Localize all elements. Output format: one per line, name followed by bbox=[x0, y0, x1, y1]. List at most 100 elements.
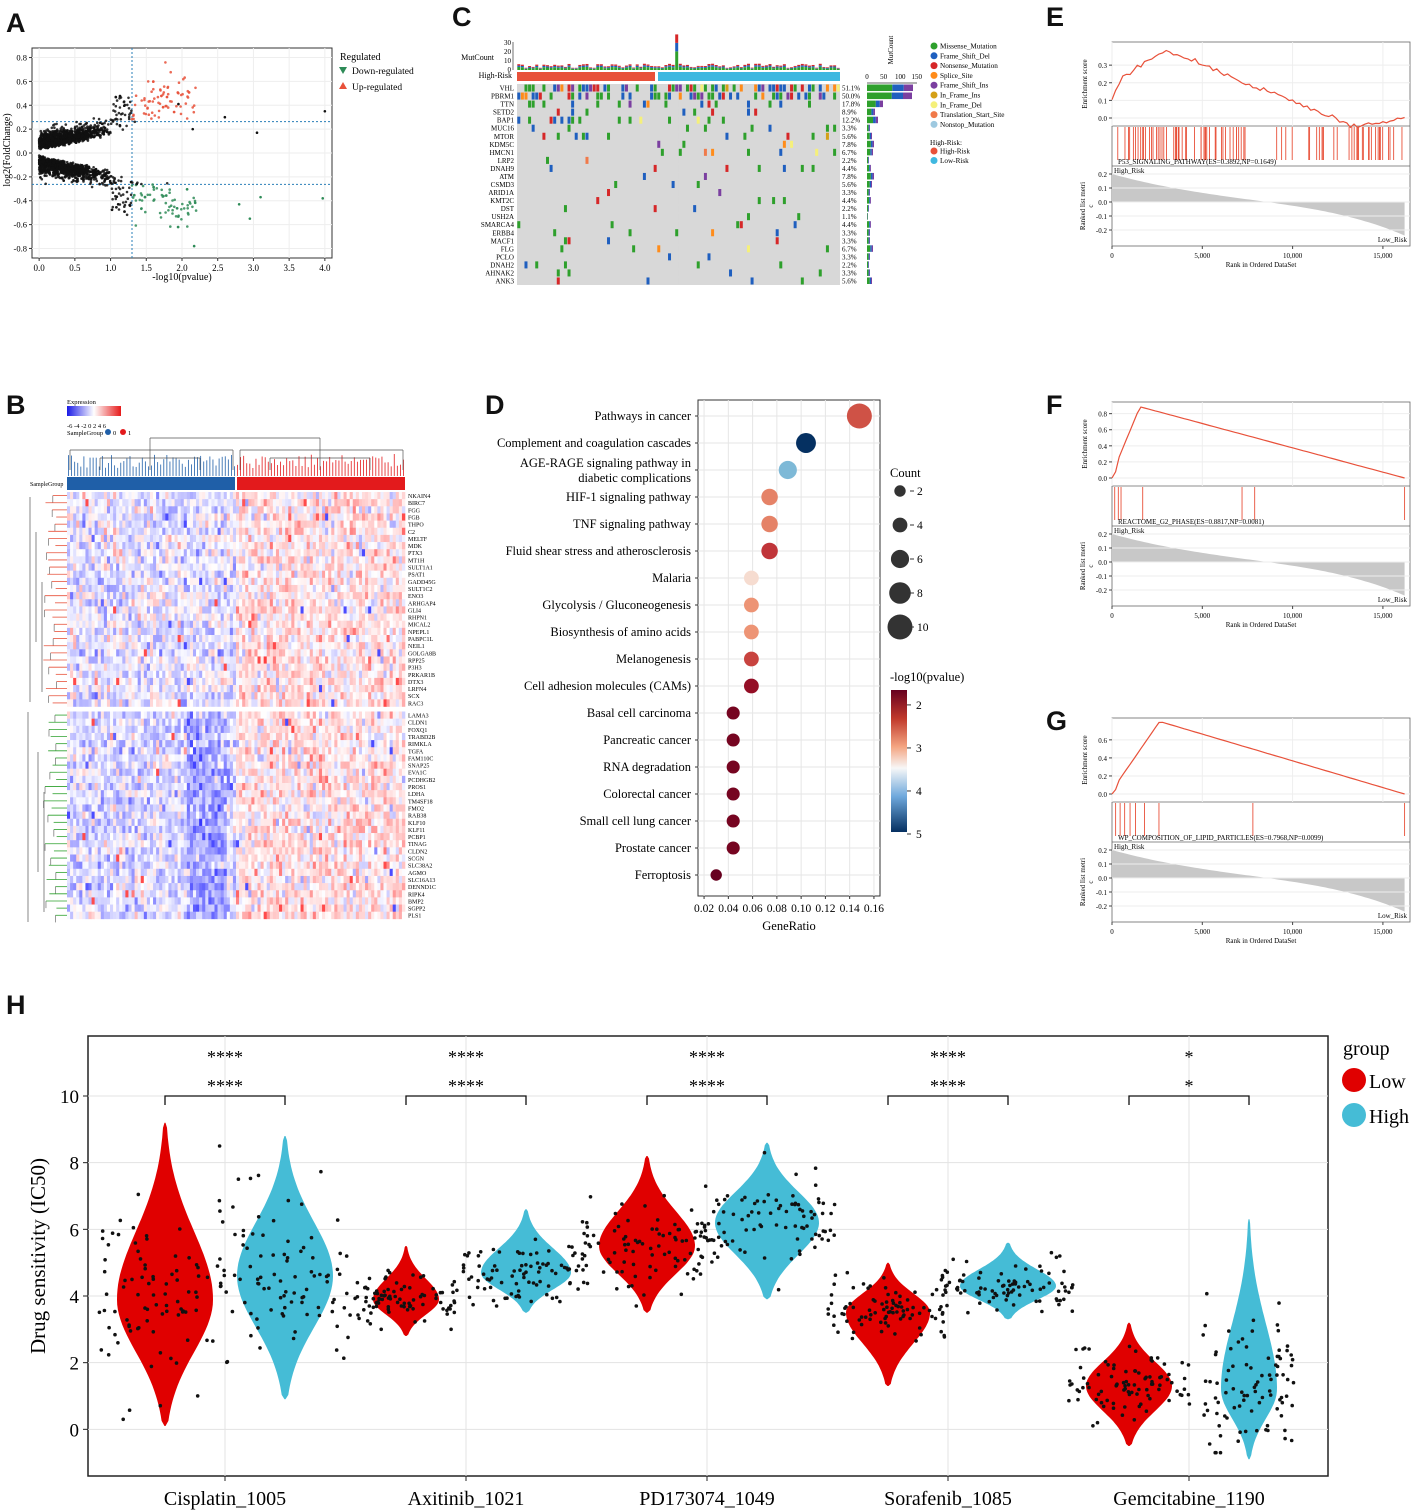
onco-cell bbox=[538, 172, 542, 180]
onco-cell bbox=[668, 221, 672, 229]
volcano-point bbox=[67, 142, 71, 146]
onco-cell bbox=[696, 164, 700, 172]
onco-cell bbox=[797, 180, 801, 189]
onco-cell bbox=[632, 213, 636, 221]
onco-cell bbox=[668, 132, 672, 140]
onco-cell bbox=[535, 180, 539, 189]
onco-cell bbox=[689, 164, 693, 172]
onco-cell bbox=[535, 164, 539, 172]
volcano-point bbox=[169, 225, 172, 228]
onco-cell bbox=[808, 116, 811, 124]
onco-cell bbox=[546, 164, 549, 172]
onco-cell bbox=[542, 116, 546, 124]
onco-cell bbox=[772, 253, 776, 261]
onco-cell bbox=[567, 180, 571, 189]
onco-cell bbox=[524, 164, 528, 172]
onco-cell bbox=[596, 205, 600, 213]
onco-cell bbox=[761, 229, 765, 237]
onco-cell bbox=[624, 245, 628, 253]
onco-cell bbox=[624, 156, 628, 164]
onco-cell bbox=[535, 84, 539, 92]
mutcount-bar bbox=[621, 67, 625, 68]
onco-cell bbox=[746, 205, 750, 213]
volcano-point bbox=[78, 126, 81, 130]
onco-cell bbox=[739, 148, 743, 156]
onco-cell bbox=[815, 221, 819, 229]
onco-cell bbox=[707, 92, 711, 100]
onco-cell bbox=[520, 189, 524, 197]
onco-cell bbox=[682, 100, 686, 108]
volcano-point bbox=[110, 208, 114, 212]
onco-cell bbox=[732, 221, 736, 229]
onco-cell bbox=[657, 132, 661, 140]
onco-cell bbox=[725, 197, 729, 205]
onco-cell bbox=[560, 156, 564, 164]
onco-cell bbox=[689, 92, 693, 100]
onco-cell bbox=[668, 245, 672, 253]
onco-cell bbox=[549, 261, 553, 269]
onco-mutcount-bars bbox=[517, 34, 840, 70]
onco-cell bbox=[836, 245, 840, 253]
volcano-point bbox=[144, 104, 147, 107]
onco-cell bbox=[563, 197, 567, 205]
volcano-point bbox=[128, 100, 132, 104]
volcano-point bbox=[66, 163, 69, 167]
onco-cell bbox=[560, 92, 564, 100]
onco-cell bbox=[750, 189, 754, 197]
onco-cell bbox=[535, 221, 539, 229]
onco-cell bbox=[696, 213, 700, 221]
volcano-point bbox=[158, 211, 162, 215]
onco-cell bbox=[610, 221, 614, 229]
onco-cell bbox=[829, 237, 833, 245]
onco-cell bbox=[578, 172, 582, 180]
onco-cell bbox=[571, 261, 575, 269]
mutcount-bar bbox=[732, 68, 736, 70]
onco-cell bbox=[567, 197, 571, 205]
onco-cell bbox=[743, 92, 747, 100]
onco-cell bbox=[736, 253, 740, 261]
onco-cell bbox=[653, 108, 657, 116]
onco-cell bbox=[736, 92, 740, 100]
volcano-point bbox=[191, 205, 194, 209]
onco-cell bbox=[793, 148, 797, 156]
onco-cell bbox=[678, 108, 682, 116]
onco-cell bbox=[535, 229, 539, 237]
onco-cell bbox=[725, 156, 729, 164]
volcano-point bbox=[118, 124, 122, 127]
onco-cell bbox=[660, 253, 664, 261]
onco-cell bbox=[822, 205, 826, 213]
onco-cell bbox=[675, 213, 679, 221]
onco-cell bbox=[746, 180, 750, 189]
onco-cell bbox=[517, 84, 521, 92]
onco-cell bbox=[757, 132, 761, 140]
volcano-point bbox=[102, 133, 106, 136]
onco-cell bbox=[696, 237, 700, 245]
mutcount-bar bbox=[531, 66, 535, 68]
onco-cell bbox=[549, 84, 553, 92]
volcano-point bbox=[121, 186, 125, 190]
onco-cell bbox=[517, 245, 521, 253]
mutcount-bar bbox=[653, 68, 657, 70]
volcano-point bbox=[105, 128, 109, 131]
onco-cell bbox=[764, 253, 768, 261]
volcano-point bbox=[96, 121, 99, 125]
onco-cell bbox=[764, 164, 768, 172]
mutcount-bar bbox=[671, 66, 675, 68]
onco-cell bbox=[617, 213, 621, 221]
onco-cell bbox=[786, 221, 790, 229]
onco-cell bbox=[538, 245, 542, 253]
onco-cell bbox=[689, 221, 693, 229]
onco-cell bbox=[779, 156, 783, 164]
onco-cell bbox=[693, 124, 697, 132]
onco-cell bbox=[829, 92, 833, 100]
volcano-point bbox=[237, 203, 241, 206]
onco-cell bbox=[822, 189, 826, 197]
onco-cell bbox=[528, 100, 532, 108]
onco-cell bbox=[693, 189, 697, 197]
onco-cell bbox=[790, 197, 794, 205]
onco-cell bbox=[635, 84, 639, 92]
onco-cell bbox=[815, 84, 819, 92]
onco-cell bbox=[524, 140, 528, 148]
onco-cell bbox=[535, 253, 539, 261]
onco-cell bbox=[836, 172, 840, 180]
